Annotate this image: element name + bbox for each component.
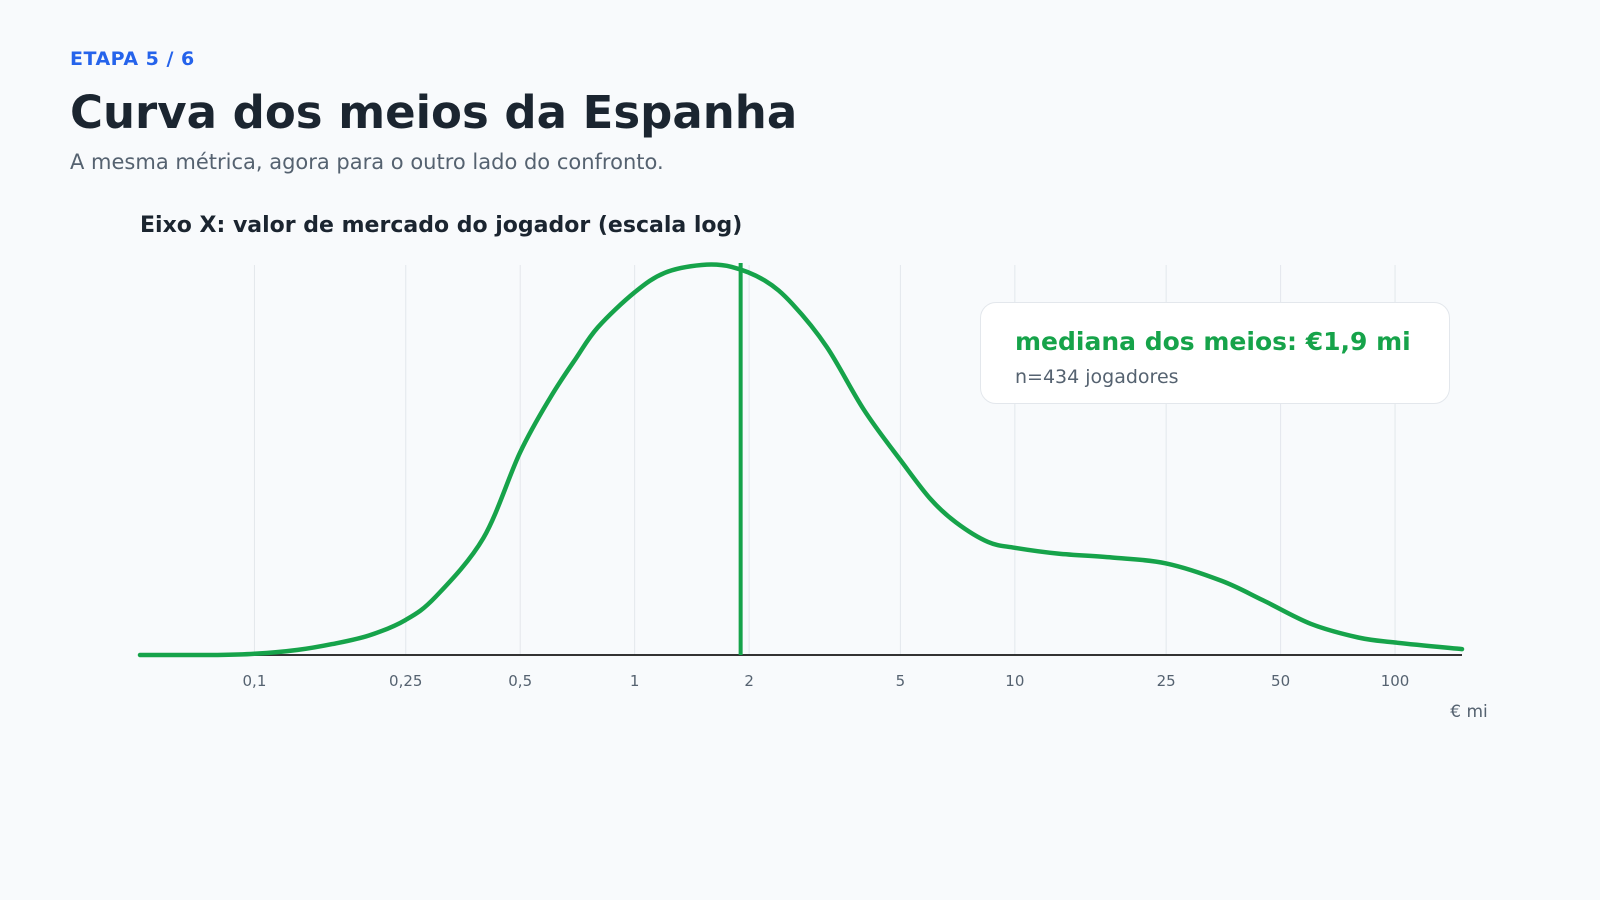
grid-lines — [253, 265, 1396, 655]
x-unit-label: € mi — [1450, 702, 1488, 722]
median-callout-value: mediana dos meios: €1,9 mi — [1015, 327, 1411, 356]
x-tick-label: 0,5 — [508, 672, 532, 690]
chart-title: Eixo X: valor de mercado do jogador (esc… — [140, 213, 743, 238]
median-callout: mediana dos meios: €1,9 mi n=434 jogador… — [980, 302, 1450, 404]
x-tick-label: 1 — [630, 672, 640, 690]
x-tick-label: 5 — [896, 672, 906, 690]
step-indicator: ETAPA 5 / 6 — [70, 48, 195, 70]
x-tick-label: 0,1 — [243, 672, 267, 690]
x-tick-label: 2 — [744, 672, 754, 690]
x-tick-labels: 0,1 0,25 0,5 1 2 5 10 25 50 100 — [243, 672, 1410, 690]
page-subtitle: A mesma métrica, agora para o outro lado… — [70, 150, 664, 174]
x-tick-label: 25 — [1157, 672, 1176, 690]
x-tick-label: 100 — [1381, 672, 1410, 690]
x-tick-label: 10 — [1005, 672, 1024, 690]
density-curve — [137, 262, 1465, 658]
median-callout-count: n=434 jogadores — [1015, 366, 1179, 388]
page-title: Curva dos meios da Espanha — [70, 86, 798, 139]
x-tick-label: 0,25 — [389, 672, 422, 690]
x-tick-label: 50 — [1271, 672, 1290, 690]
